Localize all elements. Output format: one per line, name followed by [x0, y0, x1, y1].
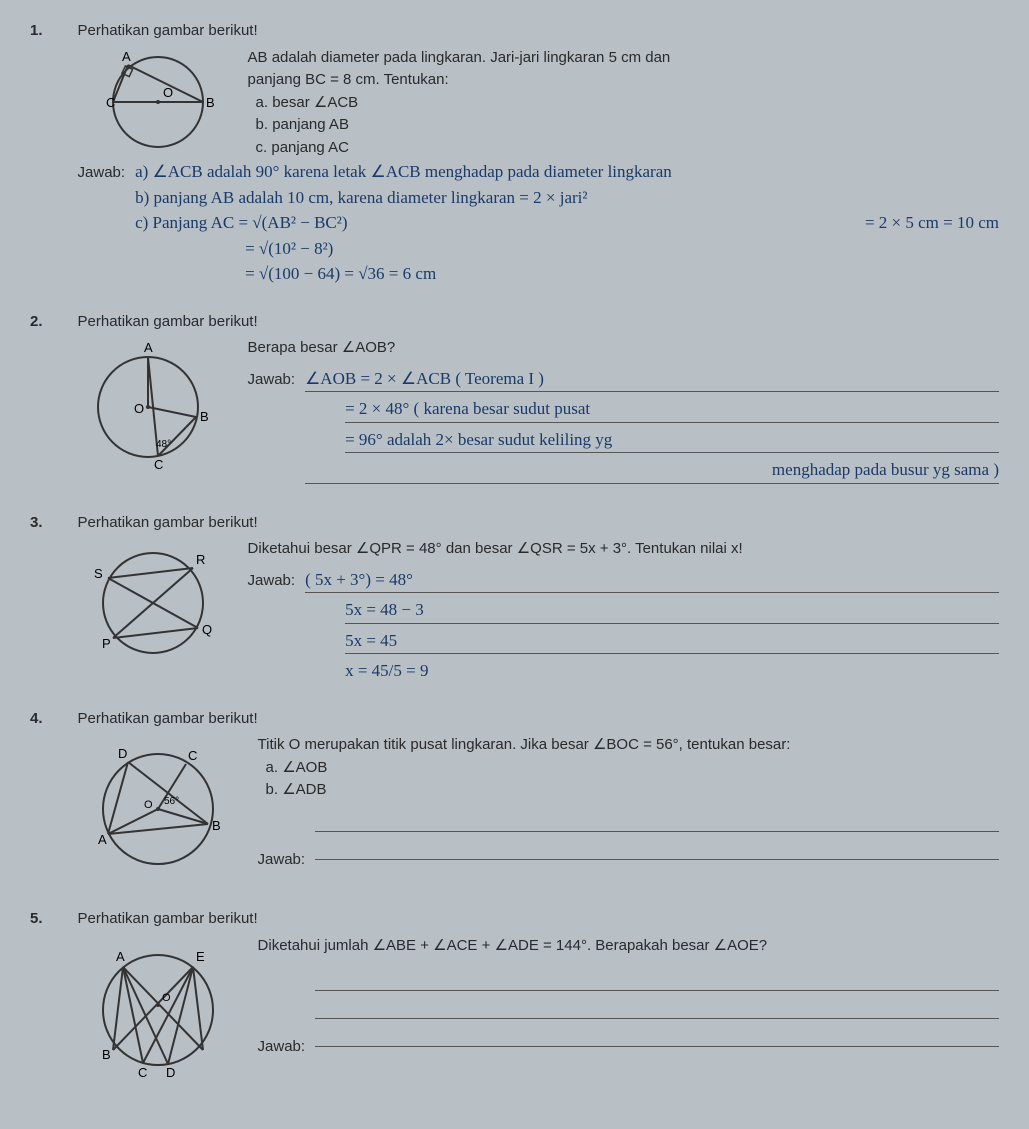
- q1-problem-l2: panjang BC = 8 cm. Tentukan:: [248, 69, 671, 92]
- q2-l1: ∠AOB = 2 × ∠ACB ( Teorema I ): [305, 366, 999, 393]
- q3-jawab-label: Jawab:: [248, 570, 296, 593]
- svg-text:B: B: [102, 1047, 111, 1062]
- q4-number: 4.: [30, 708, 58, 731]
- q3-l1: ( 5x + 3°) = 48°: [305, 567, 999, 594]
- q3-problem: Diketahui besar ∠QPR = 48° dan besar ∠QS…: [248, 538, 999, 561]
- q4-title: Perhatikan gambar berikut!: [78, 708, 999, 731]
- q3-title: Perhatikan gambar berikut!: [78, 512, 999, 535]
- q4-problem: Titik O merupakan titik pusat lingkaran.…: [258, 734, 999, 757]
- svg-text:B: B: [206, 95, 215, 110]
- q1-opt-c: c. panjang AC: [256, 137, 671, 160]
- q4-opt-b: b. ∠ADB: [266, 779, 999, 802]
- q1-opt-b: b. panjang AB: [256, 114, 671, 137]
- svg-text:O: O: [162, 992, 171, 1004]
- svg-text:E: E: [196, 949, 205, 964]
- q2-l4: menghadap pada busur yg sama ): [305, 457, 999, 484]
- svg-text:A: A: [116, 949, 125, 964]
- q2-diagram: A B C O 48°: [78, 337, 228, 477]
- q1-number: 1.: [30, 20, 58, 43]
- question-2: 2. Perhatikan gambar berikut! A B C: [30, 311, 999, 488]
- question-5: 5. Perhatikan gambar berikut!: [30, 908, 999, 1085]
- svg-text:C: C: [138, 1065, 147, 1080]
- q2-l3: = 96° adalah 2× besar sudut keliling yg: [345, 427, 999, 454]
- question-4: 4. Perhatikan gambar berikut! A B: [30, 708, 999, 885]
- q1-jawab-label: Jawab:: [78, 162, 126, 185]
- q1-problem-l1: AB adalah diameter pada lingkaran. Jari-…: [248, 47, 671, 70]
- svg-text:O: O: [144, 799, 153, 811]
- q5-number: 5.: [30, 908, 58, 931]
- svg-text:P: P: [102, 636, 111, 651]
- q1-title: Perhatikan gambar berikut!: [78, 20, 999, 43]
- q1-ans-b-side: = 2 × 5 cm = 10 cm: [865, 210, 999, 236]
- svg-text:Q: Q: [202, 622, 212, 637]
- question-1: 1. Perhatikan gambar berikut! C B A: [30, 20, 999, 287]
- q5-blank-3[interactable]: [315, 1023, 999, 1047]
- q3-l2: 5x = 48 − 3: [345, 597, 999, 624]
- q2-problem: Berapa besar ∠AOB?: [248, 337, 999, 360]
- svg-text:48°: 48°: [156, 439, 171, 450]
- svg-text:R: R: [196, 552, 205, 567]
- q4-blank-1[interactable]: [315, 808, 999, 832]
- svg-text:B: B: [212, 818, 221, 833]
- q4-diagram: A B C D O 56°: [78, 734, 238, 884]
- svg-text:C: C: [154, 457, 163, 472]
- q5-title: Perhatikan gambar berikut!: [78, 908, 999, 931]
- q3-l3: 5x = 45: [345, 628, 999, 655]
- q5-blank-2[interactable]: [315, 995, 999, 1019]
- svg-text:A: A: [144, 340, 153, 355]
- svg-text:56°: 56°: [164, 796, 179, 807]
- svg-text:C: C: [106, 95, 115, 110]
- q4-opt-a: a. ∠AOB: [266, 757, 999, 780]
- q1-problem: AB adalah diameter pada lingkaran. Jari-…: [248, 47, 671, 160]
- svg-text:B: B: [200, 409, 209, 424]
- q4-blank-2[interactable]: [315, 836, 999, 860]
- q5-diagram: A E B C D O: [78, 935, 238, 1085]
- question-3: 3. Perhatikan gambar berikut! S R P Q: [30, 512, 999, 684]
- q3-l4: x = 45/5 = 9: [345, 658, 999, 684]
- q1-ans-c2: = √(10² − 8²): [245, 236, 999, 262]
- q1-ans-c1: c) Panjang AC = √(AB² − BC²): [135, 210, 347, 236]
- q4-jawab-label: Jawab:: [258, 849, 306, 872]
- q1-ans-b: b) panjang AB adalah 10 cm, karena diame…: [135, 185, 587, 211]
- svg-text:C: C: [188, 748, 197, 763]
- q3-diagram: S R P Q: [78, 538, 228, 668]
- svg-text:S: S: [94, 566, 103, 581]
- svg-text:O: O: [163, 85, 173, 100]
- q2-number: 2.: [30, 311, 58, 334]
- q1-ans-c3: = √(100 − 64) = √36 = 6 cm: [245, 261, 999, 287]
- svg-text:A: A: [98, 832, 107, 847]
- q3-number: 3.: [30, 512, 58, 535]
- q1-ans-a: a) ∠ACB adalah 90° karena letak ∠ACB men…: [135, 159, 999, 185]
- q5-jawab-label: Jawab:: [258, 1036, 306, 1059]
- q2-title: Perhatikan gambar berikut!: [78, 311, 999, 334]
- q1-diagram: C B A O: [78, 47, 228, 157]
- q1-opt-a: a. besar ∠ACB: [256, 92, 671, 115]
- svg-text:O: O: [134, 401, 144, 416]
- q5-problem: Diketahui jumlah ∠ABE + ∠ACE + ∠ADE = 14…: [258, 935, 999, 958]
- q2-l2: = 2 × 48° ( karena besar sudut pusat: [345, 396, 999, 423]
- q5-blank-1[interactable]: [315, 967, 999, 991]
- svg-text:D: D: [166, 1065, 175, 1080]
- svg-text:D: D: [118, 746, 127, 761]
- q2-jawab-label: Jawab:: [248, 369, 296, 392]
- svg-text:A: A: [122, 49, 131, 64]
